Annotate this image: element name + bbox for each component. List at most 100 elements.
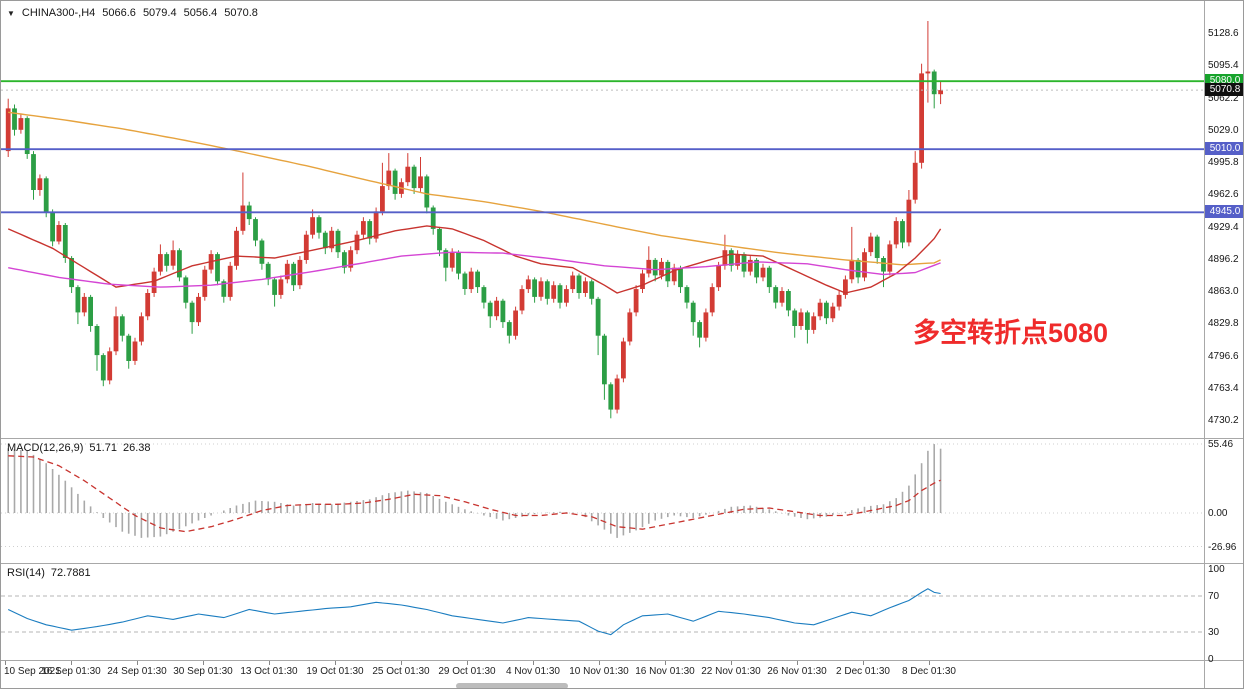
candle-body xyxy=(678,267,683,288)
candle-body xyxy=(570,275,576,290)
price-axis-label: 5128.6 xyxy=(1208,28,1239,39)
candle-body xyxy=(56,225,62,242)
candle-body xyxy=(798,312,804,326)
candle-body xyxy=(544,281,550,299)
candle-body xyxy=(145,293,151,317)
candle-body xyxy=(576,275,582,293)
candle-body xyxy=(348,250,354,268)
candle-body xyxy=(900,221,905,243)
candle-body xyxy=(380,186,385,212)
time-axis-tick xyxy=(731,661,732,665)
candle-body xyxy=(925,71,931,74)
candle-body xyxy=(671,267,677,282)
rsi-axis-label: 70 xyxy=(1208,591,1220,602)
candle-body xyxy=(126,335,132,361)
chart-annotation-text: 多空转折点5080 xyxy=(913,318,1109,348)
rsi-axis-label: 30 xyxy=(1208,627,1220,638)
candle-body xyxy=(938,90,943,95)
time-axis-label: 16 Nov 01:30 xyxy=(635,666,695,677)
macd-panel-canvas[interactable] xyxy=(1,439,1204,563)
macd-header: MACD(12,26,9) 51.71 26.38 xyxy=(7,442,150,454)
time-axis-tick xyxy=(467,661,468,665)
time-axis-label: 10 Sep 2021 xyxy=(4,666,61,677)
time-axis-label: 19 Oct 01:30 xyxy=(306,666,364,677)
candle-body xyxy=(627,312,633,342)
candle-body xyxy=(747,259,753,272)
symbol-period-label: CHINA300-,H4 xyxy=(21,7,96,19)
candle-body xyxy=(113,316,119,352)
candle-body xyxy=(202,269,208,297)
ohlc-low-value: 5056.4 xyxy=(183,7,218,19)
candle-body xyxy=(50,212,55,242)
rsi-line xyxy=(7,588,941,636)
time-axis-tick xyxy=(269,661,270,665)
price-axis-label: 4829.8 xyxy=(1208,318,1239,330)
time-axis-tick xyxy=(137,661,138,665)
price-axis-label: 5029.0 xyxy=(1208,124,1239,136)
main-chart-canvas[interactable] xyxy=(1,1,1204,438)
candle-body xyxy=(487,302,493,317)
price-axis-label: 4962.6 xyxy=(1208,189,1239,201)
time-axis-tick xyxy=(335,661,336,665)
ohlc-open-value: 5066.6 xyxy=(102,7,136,19)
candle-body xyxy=(513,310,518,336)
candle-body xyxy=(386,170,392,187)
price-axis-label: 4896.2 xyxy=(1208,253,1239,265)
candle-body xyxy=(817,302,823,317)
time-axis-tick xyxy=(797,661,798,665)
candle-body xyxy=(411,166,417,189)
candle-body xyxy=(354,234,360,251)
time-axis-label: 22 Nov 01:30 xyxy=(701,666,761,677)
horizontal-scrollbar-thumb[interactable] xyxy=(456,683,568,688)
candle-body xyxy=(221,281,227,297)
candle-body xyxy=(589,281,595,299)
candle-body xyxy=(132,341,138,361)
candle-body xyxy=(665,261,671,282)
time-axis-tick xyxy=(5,661,6,665)
macd-axis-label: -26.96 xyxy=(1208,541,1237,553)
macd-main-value: 51.71 xyxy=(89,442,117,454)
macd-axis-label: 0.00 xyxy=(1208,508,1228,519)
candle-body xyxy=(24,118,30,154)
price-axis-label: 4730.2 xyxy=(1208,415,1239,426)
candle-body xyxy=(912,162,918,200)
candle-body xyxy=(151,271,157,293)
symbol-dropdown-icon[interactable]: ▼ xyxy=(7,8,15,18)
candle-body xyxy=(735,254,740,266)
rsi-value: 72.7881 xyxy=(50,567,91,579)
time-axis-tick xyxy=(863,661,864,665)
candle-body xyxy=(893,221,899,245)
time-axis-label: 25 Oct 01:30 xyxy=(372,666,430,677)
rsi-panel-canvas[interactable] xyxy=(1,564,1204,660)
candle-body xyxy=(139,316,144,342)
candle-body xyxy=(430,207,436,229)
candle-body xyxy=(849,259,855,280)
candle-body xyxy=(265,263,271,280)
candle-body xyxy=(373,211,379,239)
price-axis-label: 5062.2 xyxy=(1208,92,1239,104)
price-axis-label: 4763.4 xyxy=(1208,382,1239,394)
candle-body xyxy=(215,254,220,282)
candle-body xyxy=(640,273,645,289)
candle-body xyxy=(278,279,284,295)
candle-body xyxy=(437,228,442,251)
macd-axis-label: 55.46 xyxy=(1208,439,1234,450)
candle-body xyxy=(94,326,100,356)
time-axis-tick xyxy=(401,661,402,665)
candle-body xyxy=(12,108,17,130)
candle-body xyxy=(919,73,924,163)
time-axis-tick xyxy=(599,661,600,665)
candle-body xyxy=(88,296,93,326)
candle-body xyxy=(310,217,315,235)
time-axis-label: 29 Oct 01:30 xyxy=(438,666,496,677)
macd-label: MACD(12,26,9) xyxy=(7,442,84,454)
candle-body xyxy=(887,244,893,272)
price-axis-label: 4929.4 xyxy=(1208,221,1239,233)
candle-body xyxy=(81,296,87,313)
time-axis-label: 10 Nov 01:30 xyxy=(569,666,629,677)
time-axis-tick xyxy=(203,661,204,665)
candle-body xyxy=(868,236,874,253)
rsi-axis-label: 0 xyxy=(1208,654,1214,665)
candle-body xyxy=(297,259,303,286)
